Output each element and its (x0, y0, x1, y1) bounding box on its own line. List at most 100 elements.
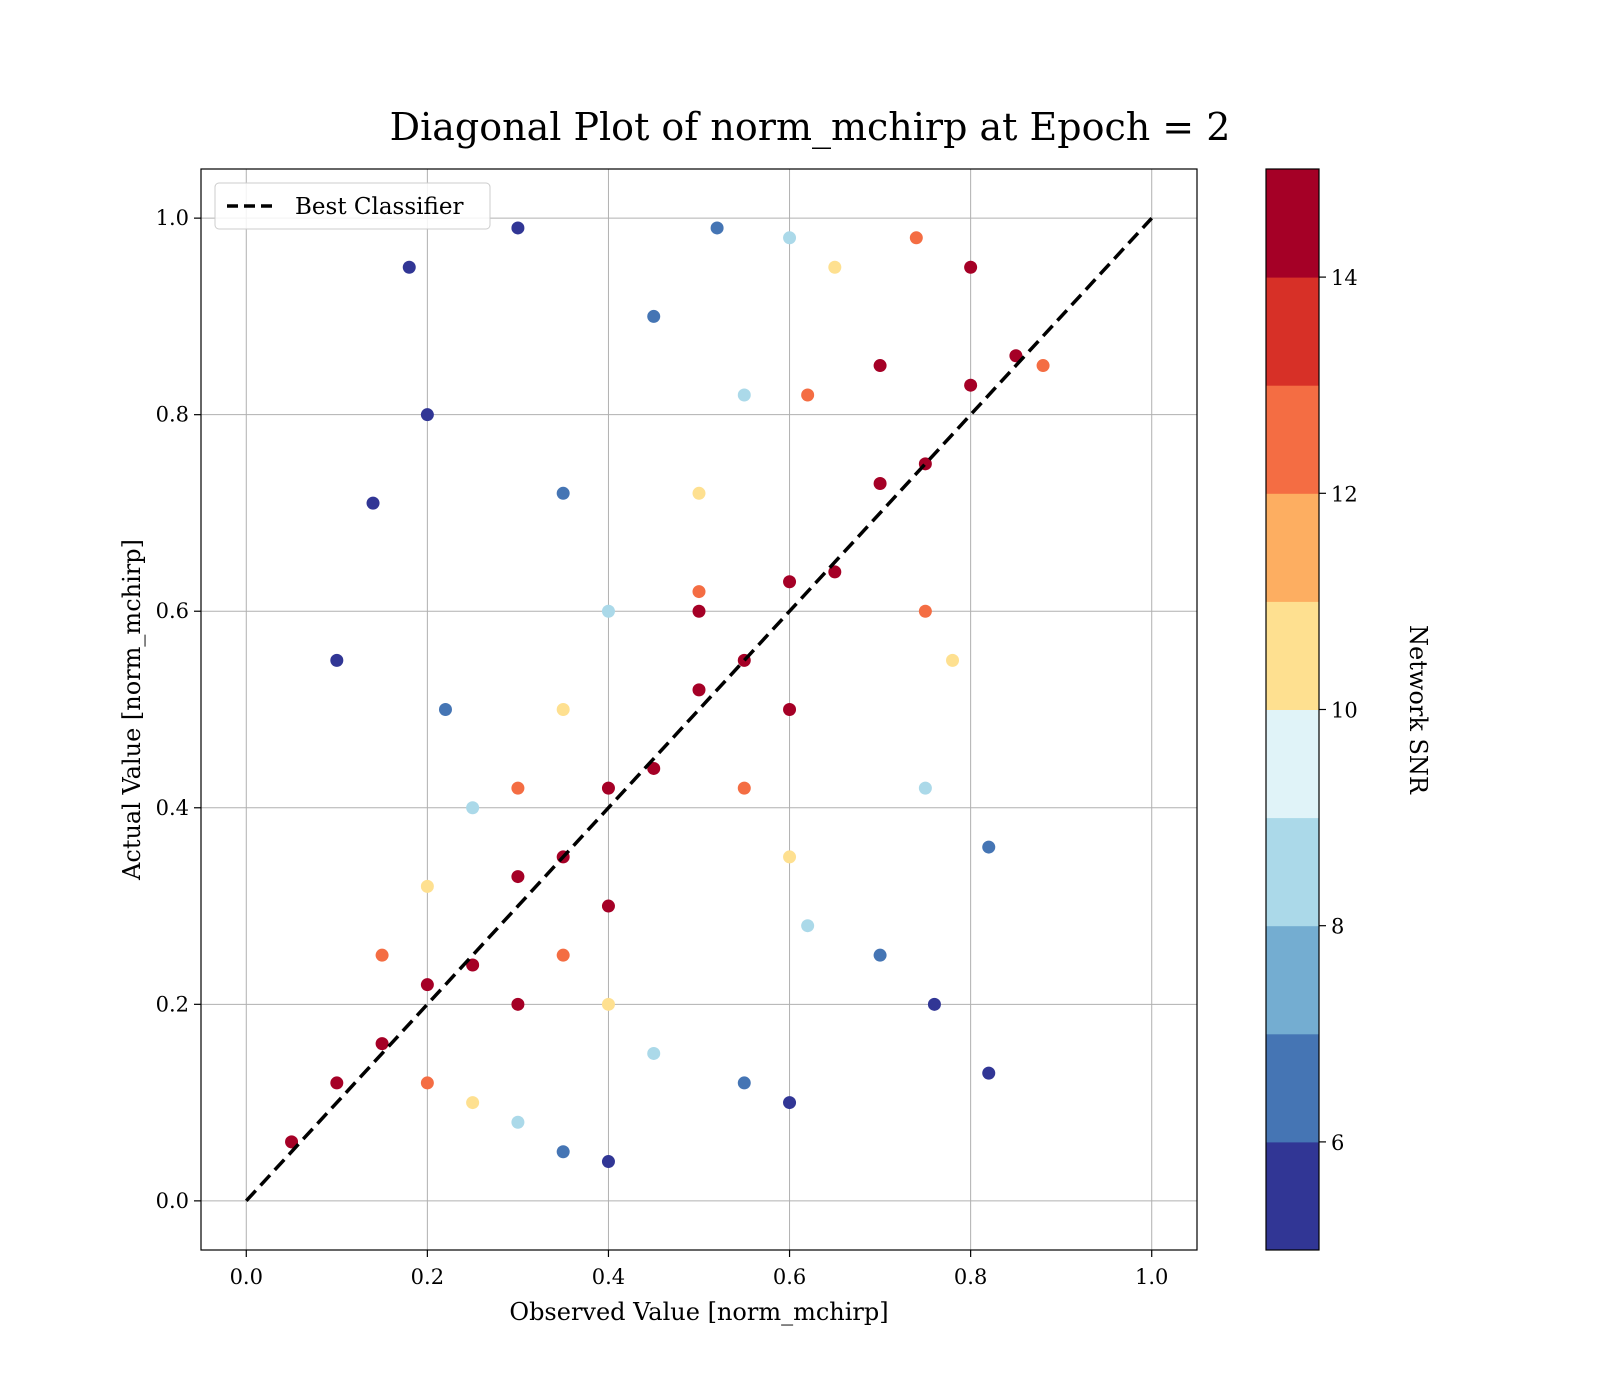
plot-area (200, 168, 1198, 1251)
x-tick-label: 0.0 (230, 1265, 263, 1289)
y-tick-label: 1.0 (156, 206, 189, 230)
scatter-point (366, 496, 380, 510)
colorbar-tick-label: 8 (1331, 915, 1344, 939)
scatter-points (285, 221, 1050, 1169)
scatter-point (647, 309, 661, 323)
x-tick-label: 1.0 (1135, 1265, 1168, 1289)
scatter-point (982, 1066, 996, 1080)
colorbar-band (1266, 1141, 1319, 1251)
colorbar-band (1266, 601, 1319, 710)
scatter-point (909, 231, 923, 245)
colorbar-bands (1266, 169, 1319, 1251)
colorbar-tick-label: 14 (1331, 266, 1358, 290)
scatter-point (828, 565, 842, 579)
scatter-point (601, 604, 615, 618)
scatter-point (402, 260, 416, 274)
x-tick-label: 0.6 (773, 1265, 806, 1289)
scatter-point (692, 683, 706, 697)
colorbar-band (1266, 169, 1319, 278)
scatter-point (556, 703, 570, 716)
scatter-point (828, 260, 842, 274)
scatter-point (285, 1135, 299, 1149)
scatter-point (601, 781, 615, 795)
scatter-point (511, 870, 525, 884)
scatter-point (601, 1155, 615, 1169)
scatter-point (466, 958, 480, 972)
y-tick-label: 0.6 (156, 599, 189, 623)
scatter-point (420, 1076, 434, 1090)
colorbar-band (1266, 493, 1319, 602)
colorbar-ticks: 6 8 10 12 14 (1319, 266, 1358, 1155)
legend: Best Classifier (214, 182, 491, 230)
colorbar-band (1266, 277, 1319, 386)
colorbar-band (1266, 385, 1319, 494)
scatter-point (601, 899, 615, 913)
scatter-point (511, 1115, 525, 1129)
scatter-point (330, 653, 344, 667)
scatter-point (946, 653, 960, 667)
legend-label-best-classifier: Best Classifier (295, 194, 463, 220)
scatter-point (737, 781, 751, 795)
y-axis-ticks: 0.0 0.2 0.4 0.6 0.8 1.0 (156, 206, 201, 1213)
scatter-point (783, 703, 797, 716)
scatter-point (801, 919, 815, 933)
legend-box (214, 182, 491, 230)
colorbar-tick-label: 10 (1331, 699, 1358, 723)
scatter-point (601, 997, 615, 1011)
scatter-point (375, 948, 389, 962)
scatter-point (964, 260, 978, 274)
scatter-point (466, 801, 480, 815)
scatter-point (982, 840, 996, 854)
scatter-point (1036, 359, 1050, 373)
colorbar: 6 8 10 12 14 Network SNR (1265, 168, 1432, 1251)
scatter-point (1009, 349, 1023, 363)
scatter-point (556, 486, 570, 500)
x-axis-ticks: 0.0 0.2 0.4 0.6 0.8 1.0 (230, 1250, 1168, 1289)
scatter-point (783, 1096, 797, 1110)
x-tick-label: 0.4 (592, 1265, 625, 1289)
plot-frame (200, 168, 1198, 1251)
best-classifier-line (244, 216, 1154, 1203)
scatter-point (737, 388, 751, 402)
scatter-point (647, 1046, 661, 1060)
colorbar-tick-label: 12 (1331, 482, 1358, 506)
scatter-point (964, 378, 978, 392)
y-tick-label: 0.8 (156, 403, 189, 427)
y-tick-label: 0.2 (156, 992, 189, 1016)
colorbar-band (1266, 817, 1319, 927)
scatter-point (692, 604, 706, 618)
scatter-point (420, 408, 434, 422)
scatter-point (783, 850, 797, 864)
scatter-point (918, 604, 932, 618)
chart-title: Diagonal Plot of norm_mchirp at Epoch = … (390, 105, 1231, 150)
scatter-point (556, 1145, 570, 1159)
scatter-point (420, 879, 434, 893)
scatter-point (556, 948, 570, 962)
scatter-point (801, 388, 815, 402)
scatter-point (692, 585, 706, 599)
colorbar-band (1266, 1033, 1319, 1143)
scatter-point (873, 948, 887, 962)
scatter-point (647, 761, 661, 775)
x-axis-label: Observed Value [norm_mchirp] (509, 1298, 888, 1326)
scatter-point (511, 781, 525, 795)
scatter-point (511, 221, 525, 235)
scatter-point (918, 781, 932, 795)
x-tick-label: 0.2 (411, 1265, 444, 1289)
reference-line-layer (244, 216, 1154, 1203)
scatter-point (420, 978, 434, 992)
y-tick-label: 0.4 (156, 796, 189, 820)
scatter-point (783, 575, 797, 589)
colorbar-band (1266, 925, 1319, 1035)
colorbar-tick-label: 6 (1331, 1131, 1344, 1155)
scatter-point (710, 221, 724, 235)
x-tick-label: 0.8 (954, 1265, 987, 1289)
scatter-point (511, 997, 525, 1011)
scatter-point (737, 1076, 751, 1090)
scatter-point (692, 486, 706, 500)
scatter-point (375, 1037, 389, 1051)
scatter-point (873, 476, 887, 490)
scatter-point (783, 231, 797, 245)
scatter-point (466, 1096, 480, 1110)
